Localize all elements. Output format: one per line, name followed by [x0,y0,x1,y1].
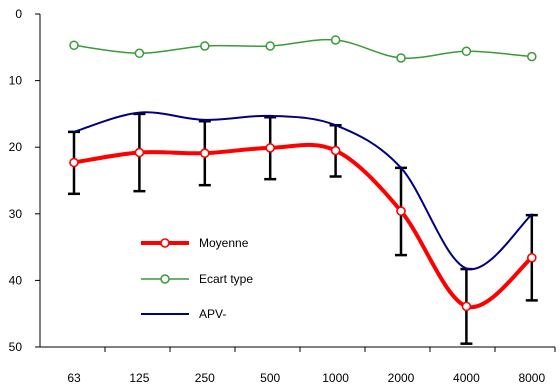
series-0-point [200,148,210,158]
series-1-point [200,41,210,51]
legend: Moyenne Ecart type APV- [141,236,253,321]
y-tick-label: 10 [9,74,23,88]
y-tick-label: 30 [9,207,23,221]
x-tick-label: 125 [129,371,149,385]
y-tick-label: 0 [15,7,22,21]
series-line-1 [73,38,533,59]
series-markers [69,35,537,312]
legend-item-moyenne: Moyenne [141,236,249,250]
series-1-point [330,35,341,45]
x-tick-label: 2000 [388,371,415,385]
series-line-2 [73,111,533,271]
y-ticks: 0 10 20 30 40 50 [9,7,40,354]
x-tick-label: 4000 [453,371,480,385]
y-tick-label: 40 [9,273,23,287]
series-0-point [265,143,276,153]
x-tick-label: 1000 [322,371,349,385]
legend-label-ecart-type: Ecart type [199,272,253,286]
y-tick-label: 50 [9,340,23,354]
series-1-point [527,51,537,62]
series-1-point [396,53,406,63]
x-ticks: 63 125 250 500 1000 2000 4000 8000 [67,347,556,385]
series-1-point [69,40,79,51]
series-1-point [461,46,472,57]
legend-label-apv: APV- [199,307,226,321]
x-tick-label: 250 [195,371,215,385]
series-1-point [134,48,145,59]
x-tick-label: 63 [67,371,81,385]
series-0-point [526,252,537,263]
series-0-point [461,301,472,312]
legend-item-apv: APV- [141,307,226,321]
legend-marker-ecart-type [160,274,170,284]
series-lines [72,38,534,310]
y-tick-label: 20 [9,140,23,154]
series-0-point [396,206,406,216]
series-0-point [330,145,341,156]
axes [39,14,555,348]
series-0-point [69,157,79,168]
legend-label-moyenne: Moyenne [199,236,249,250]
series-0-point [134,147,145,158]
series-line-0 [72,142,534,310]
legend-marker-moyenne [160,238,170,248]
x-tick-label: 8000 [518,371,545,385]
x-tick-label: 500 [260,371,280,385]
legend-item-ecart-type: Ecart type [141,272,253,286]
series-1-point [265,41,275,51]
